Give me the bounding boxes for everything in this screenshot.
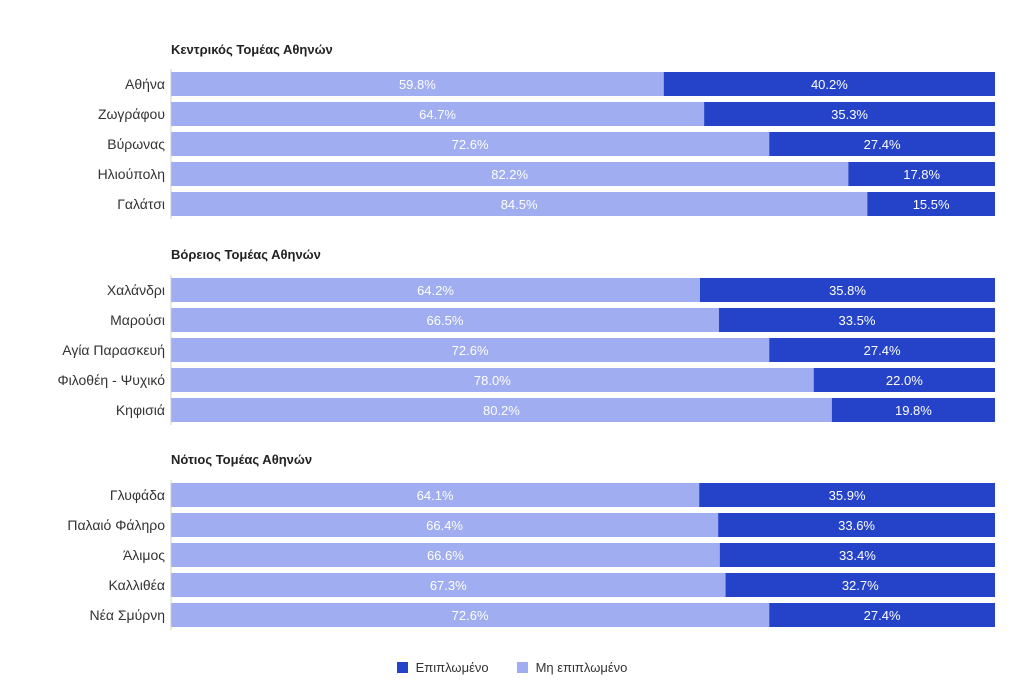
- value-label-furnished-1-2: 27.4%: [864, 343, 901, 358]
- value-label-furnished-2-3: 32.7%: [842, 578, 879, 593]
- bar-furnished-1-4: [831, 398, 995, 422]
- bar-unfurnished-2-3: [171, 573, 726, 597]
- bar-furnished-2-2: [719, 543, 995, 567]
- bar-furnished-0-1: [704, 102, 995, 126]
- value-label-furnished-1-3: 22.0%: [886, 373, 923, 388]
- bar-furnished-2-0: [699, 483, 995, 507]
- stacked-bar-chart: Κεντρικός Τομέας Αθηνών Αθήνα 59.8% 40.2% Ζω…: [57, 42, 995, 630]
- bar-furnished-0-4: [867, 192, 995, 216]
- bar-furnished-0-2: [769, 132, 995, 156]
- category-label-0-2: Βύρωνας: [107, 136, 165, 152]
- bar-unfurnished-2-0: [171, 483, 700, 507]
- legend-label-furnished: Επιπλωμένο: [415, 660, 489, 675]
- bar-unfurnished-1-4: [171, 398, 832, 422]
- value-label-furnished-0-1: 35.3%: [831, 107, 868, 122]
- bar-unfurnished-0-2: [171, 132, 770, 156]
- category-label-1-4: Κηφισιά: [116, 402, 165, 418]
- group-title-2: Νότιος Τομέας Αθηνών: [171, 452, 312, 467]
- bar-unfurnished-2-4: [171, 603, 770, 627]
- legend-label-unfurnished: Μη επιπλωμένο: [535, 660, 628, 675]
- bar-furnished-1-0: [700, 278, 995, 302]
- category-label-1-3: Φιλοθέη - Ψυχικό: [57, 372, 165, 388]
- value-label-furnished-0-0: 40.2%: [811, 77, 848, 92]
- bar-furnished-2-4: [769, 603, 995, 627]
- bar-furnished-2-3: [725, 573, 995, 597]
- value-label-furnished-1-0: 35.8%: [829, 283, 866, 298]
- legend-item-furnished[interactable]: Επιπλωμένο: [396, 660, 489, 675]
- bar-unfurnished-1-3: [171, 368, 814, 392]
- legend-swatch-unfurnished: [516, 662, 528, 673]
- bar-furnished-1-2: [769, 338, 995, 362]
- value-label-unfurnished-0-2: 72.6%: [452, 137, 489, 152]
- category-label-2-3: Καλλιθέα: [109, 577, 166, 593]
- value-label-unfurnished-2-3: 67.3%: [430, 578, 467, 593]
- category-label-0-0: Αθήνα: [125, 76, 165, 92]
- category-label-2-0: Γλυφάδα: [110, 487, 165, 503]
- category-label-1-0: Χαλάνδρι: [107, 282, 165, 298]
- bar-unfurnished-1-2: [171, 338, 770, 362]
- value-label-unfurnished-2-4: 72.6%: [452, 608, 489, 623]
- category-label-2-1: Παλαιό Φάληρο: [67, 517, 165, 533]
- value-label-unfurnished-0-3: 82.2%: [491, 167, 528, 182]
- bar-furnished-0-0: [663, 72, 995, 96]
- value-label-furnished-1-4: 19.8%: [895, 403, 932, 418]
- bar-unfurnished-1-0: [171, 278, 701, 302]
- category-label-1-2: Αγία Παρασκευή: [62, 342, 165, 358]
- bar-unfurnished-0-1: [171, 102, 705, 126]
- value-label-unfurnished-0-0: 59.8%: [399, 77, 436, 92]
- value-label-unfurnished-1-2: 72.6%: [452, 343, 489, 358]
- value-label-furnished-2-4: 27.4%: [864, 608, 901, 623]
- group-title-1: Βόρειος Τομέας Αθηνών: [171, 247, 321, 262]
- value-label-furnished-2-1: 33.6%: [838, 518, 875, 533]
- group-title-0: Κεντρικός Τομέας Αθηνών: [171, 42, 333, 57]
- value-label-furnished-1-1: 33.5%: [839, 313, 876, 328]
- value-label-unfurnished-2-0: 64.1%: [417, 488, 454, 503]
- legend-item-unfurnished[interactable]: Μη επιπλωμένο: [516, 660, 628, 675]
- category-label-2-2: Άλιμος: [123, 547, 165, 563]
- value-label-unfurnished-1-4: 80.2%: [483, 403, 520, 418]
- bar-furnished-0-3: [848, 162, 995, 186]
- bar-unfurnished-2-1: [171, 513, 719, 537]
- value-label-unfurnished-2-1: 66.4%: [426, 518, 463, 533]
- bar-unfurnished-0-0: [171, 72, 664, 96]
- bar-unfurnished-0-4: [171, 192, 868, 216]
- category-label-2-4: Νέα Σμύρνη: [90, 607, 165, 623]
- value-label-furnished-2-0: 35.9%: [829, 488, 866, 503]
- chart-legend: Επιπλωμένο Μη επιπλωμένο: [0, 660, 1024, 675]
- value-label-furnished-2-2: 33.4%: [839, 548, 876, 563]
- category-label-0-1: Ζωγράφου: [98, 106, 165, 122]
- bar-furnished-2-1: [718, 513, 995, 537]
- value-label-furnished-0-4: 15.5%: [913, 197, 950, 212]
- bar-unfurnished-1-1: [171, 308, 719, 332]
- bar-furnished-1-1: [718, 308, 995, 332]
- value-label-unfurnished-1-1: 66.5%: [427, 313, 464, 328]
- category-label-0-4: Γαλάτσι: [117, 196, 165, 212]
- category-label-0-3: Ηλιούπολη: [98, 166, 165, 182]
- value-label-unfurnished-1-3: 78.0%: [474, 373, 511, 388]
- value-label-unfurnished-1-0: 64.2%: [417, 283, 454, 298]
- value-label-furnished-0-2: 27.4%: [864, 137, 901, 152]
- bar-unfurnished-2-2: [171, 543, 720, 567]
- value-label-unfurnished-2-2: 66.6%: [427, 548, 464, 563]
- value-label-furnished-0-3: 17.8%: [903, 167, 940, 182]
- bar-furnished-1-3: [813, 368, 995, 392]
- value-label-unfurnished-0-1: 64.7%: [419, 107, 456, 122]
- bar-unfurnished-0-3: [171, 162, 849, 186]
- legend-swatch-furnished: [396, 662, 408, 673]
- value-label-unfurnished-0-4: 84.5%: [501, 197, 538, 212]
- category-label-1-1: Μαρούσι: [110, 312, 165, 328]
